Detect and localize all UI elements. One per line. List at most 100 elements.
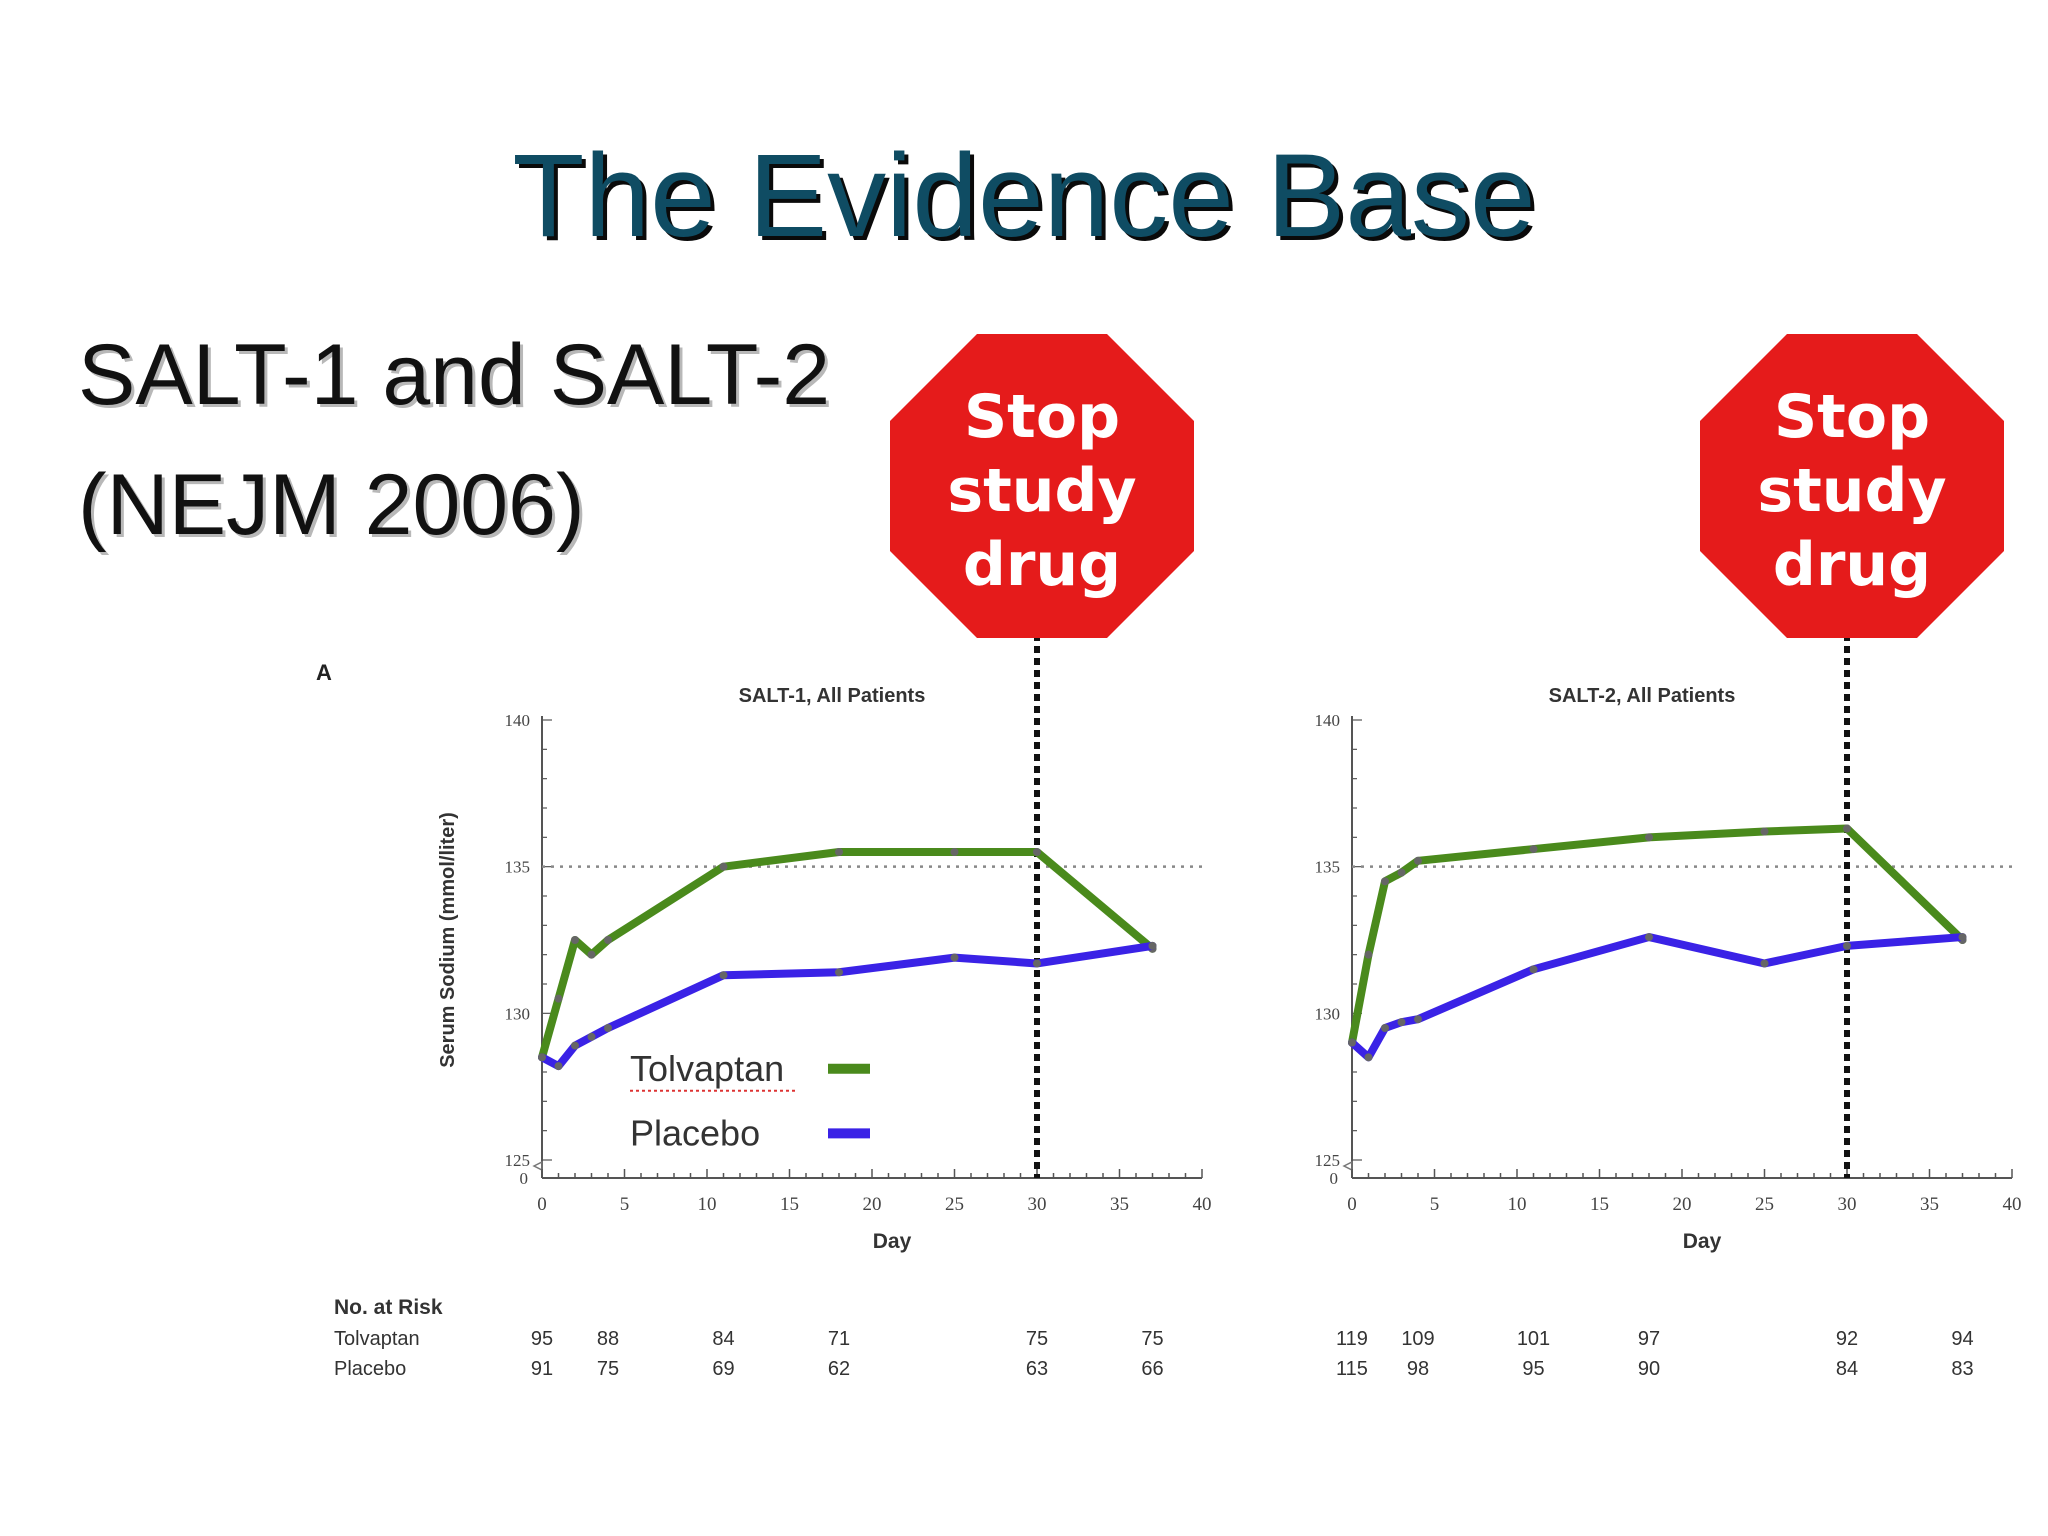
y-axis-label: Serum Sodium (mmol/liter) [437, 812, 459, 1068]
data-point-placebo [1958, 933, 1967, 942]
slide-title: The Evidence Base [512, 130, 1536, 262]
x-tick-label: 5 [1430, 1194, 1440, 1215]
series-line-tolvaptan [538, 848, 1157, 1062]
risk-value-placebo: 66 [1141, 1358, 1164, 1380]
data-point-placebo [1381, 1024, 1389, 1032]
legend-label-placebo: Placebo [630, 1112, 760, 1153]
series-line-placebo [538, 941, 1157, 1071]
data-point-tolvaptan [554, 994, 563, 1003]
chart-title: SALT-1, All Patients [739, 685, 926, 707]
x-tick-label: 35 [1110, 1194, 1129, 1215]
stop-text-study: study [1757, 456, 1947, 526]
subtitle-line-2: (NEJM 2006) [78, 457, 585, 553]
stop-sign-2: Stop study drug [1696, 330, 2008, 642]
subtitle-line-1: SALT-1 and SALT-2 [78, 327, 831, 423]
data-point-tolvaptan [604, 936, 612, 944]
axis-break-mark [1342, 1160, 1353, 1172]
data-point-placebo [1148, 941, 1157, 950]
data-point-placebo [950, 953, 959, 962]
x-tick-label: 25 [1755, 1194, 1774, 1215]
risk-value-placebo: 75 [596, 1358, 620, 1380]
stop-sign-1: Stop study drug [886, 330, 1198, 642]
series-line-tolvaptan [1348, 824, 1967, 1047]
risk-value-tolvaptan: 97 [1637, 1328, 1661, 1350]
x-tick-label: 15 [1590, 1194, 1609, 1215]
y-tick-label: 130 [505, 1004, 531, 1023]
axis-break-mark [532, 1160, 543, 1172]
data-point-tolvaptan [1645, 833, 1653, 842]
panel-letter: A [316, 660, 332, 685]
risk-row-label-placebo: Placebo [334, 1358, 407, 1380]
data-point-placebo [1760, 959, 1769, 968]
stop-octagon-icon [890, 334, 1194, 638]
data-point-placebo [571, 1041, 579, 1050]
x-tick-label: 10 [1508, 1194, 1527, 1215]
x-tick-label: 30 [1028, 1194, 1047, 1215]
legend-label-tolvaptan: Tolvaptan [630, 1048, 784, 1089]
data-point-tolvaptan [571, 936, 579, 944]
x-tick-label: 0 [537, 1194, 547, 1215]
x-tick-label: 15 [780, 1194, 799, 1215]
data-point-placebo [538, 1053, 546, 1062]
y-tick-label: 125 [505, 1151, 531, 1170]
risk-value-placebo: 69 [712, 1358, 735, 1380]
data-point-placebo [587, 1032, 596, 1041]
y-tick-label: 140 [1315, 711, 1341, 730]
data-point-placebo [1645, 933, 1653, 942]
y-tick-label: 135 [505, 858, 531, 877]
data-point-tolvaptan [835, 848, 843, 856]
data-point-placebo [835, 968, 843, 977]
x-tick-label: 20 [863, 1194, 882, 1215]
x-tick-label: 0 [1347, 1194, 1357, 1215]
data-point-placebo [1414, 1015, 1422, 1024]
risk-value-tolvaptan: 75 [1025, 1328, 1049, 1350]
x-axis-label: Day [1683, 1230, 1722, 1253]
x-tick-label: 40 [2003, 1194, 2022, 1215]
risk-row-label-tolvaptan: Tolvaptan [334, 1328, 420, 1350]
risk-value-tolvaptan: 75 [1141, 1328, 1164, 1350]
x-tick-label: 10 [698, 1194, 717, 1215]
stop-text-stop: Stop [1773, 382, 1931, 452]
data-point-tolvaptan [719, 862, 728, 871]
data-point-placebo [1364, 1053, 1373, 1062]
y-tick-label: 140 [505, 711, 531, 730]
chart-title: SALT-2, All Patients [1549, 685, 1736, 707]
data-point-tolvaptan [1760, 827, 1769, 836]
risk-value-tolvaptan: 94 [1951, 1328, 1974, 1350]
risk-value-tolvaptan: 119 [1336, 1328, 1368, 1350]
risk-value-tolvaptan: 95 [530, 1328, 554, 1350]
data-point-tolvaptan [1843, 824, 1851, 833]
series-line-placebo [1348, 933, 1967, 1062]
data-point-tolvaptan [1397, 868, 1406, 877]
risk-value-tolvaptan: 109 [1401, 1328, 1435, 1350]
data-point-tolvaptan [1381, 877, 1389, 886]
risk-value-placebo: 95 [1522, 1358, 1545, 1380]
y-tick-label: 125 [1315, 1151, 1341, 1170]
risk-value-placebo: 98 [1406, 1358, 1430, 1380]
stop-text-drug: drug [1772, 530, 1932, 600]
risk-value-placebo: 62 [827, 1358, 851, 1380]
data-point-placebo [1348, 1038, 1356, 1047]
y-tick-label: 135 [1315, 858, 1341, 877]
risk-value-placebo: 91 [530, 1358, 554, 1380]
y-zero-label: 0 [520, 1169, 529, 1188]
data-point-tolvaptan [1414, 856, 1422, 865]
x-tick-label: 30 [1838, 1194, 1857, 1215]
risk-value-placebo: 115 [1336, 1358, 1368, 1380]
risk-value-tolvaptan: 71 [827, 1328, 851, 1350]
x-tick-label: 20 [1673, 1194, 1692, 1215]
x-tick-label: 40 [1193, 1194, 1212, 1215]
data-point-tolvaptan [1364, 950, 1373, 959]
data-point-placebo [604, 1024, 612, 1032]
data-point-placebo [1843, 941, 1851, 950]
y-zero-label: 0 [1330, 1169, 1339, 1188]
data-point-placebo [1397, 1018, 1406, 1027]
data-point-tolvaptan [1033, 848, 1041, 856]
risk-value-tolvaptan: 101 [1516, 1328, 1551, 1350]
y-tick-label: 130 [1315, 1004, 1341, 1023]
x-tick-label: 5 [620, 1194, 630, 1215]
data-point-placebo [1033, 959, 1041, 968]
data-point-tolvaptan [1529, 845, 1538, 854]
